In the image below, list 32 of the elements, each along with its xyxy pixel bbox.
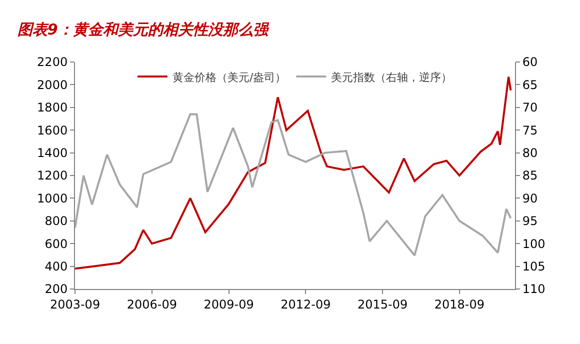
y2-tick-label: 75	[522, 123, 538, 138]
y-tick-label: 600	[44, 236, 68, 251]
y-tick-label: 200	[44, 282, 68, 296]
y2-tick-label: 65	[522, 78, 538, 92]
y-tick-label: 800	[44, 214, 68, 228]
x-tick-label: 2012-09	[280, 297, 331, 312]
y2-tick-label: 110	[522, 282, 546, 296]
y-tick-label: 1800	[37, 100, 68, 115]
y-tick-label: 2200	[37, 55, 68, 70]
x-tick-label: 2018-09	[434, 297, 484, 312]
y-tick-label: 2000	[37, 78, 68, 92]
y-tick-label: 1600	[37, 123, 68, 138]
y2-tick-label: 95	[522, 214, 538, 228]
y2-tick-label: 105	[522, 260, 546, 274]
y2-tick-label: 60	[522, 55, 538, 70]
x-tick-label: 2009-09	[204, 297, 254, 312]
y2-tick-label: 85	[522, 168, 538, 183]
y-tick-label: 400	[44, 260, 68, 274]
legend-label: 美元指数（右轴，逆序）	[331, 70, 452, 84]
x-tick-label: 2006-09	[126, 297, 177, 312]
x-tick-label: 2015-09	[357, 297, 408, 312]
chart-title: 图表9：黄金和美元的相关性没那么强	[17, 20, 270, 39]
legend-label: 黄金价格（美元/盎司）	[172, 70, 286, 84]
y2-tick-label: 90	[522, 191, 538, 206]
y2-tick-label: 100	[522, 236, 546, 251]
y-tick-label: 1400	[37, 146, 68, 160]
y-tick-label: 1000	[37, 191, 68, 206]
x-tick-label: 2003-09	[50, 297, 100, 312]
line-series	[75, 113, 512, 256]
y-tick-label: 1200	[37, 168, 68, 183]
y2-tick-label: 70	[522, 100, 538, 115]
y2-tick-label: 80	[522, 146, 538, 160]
